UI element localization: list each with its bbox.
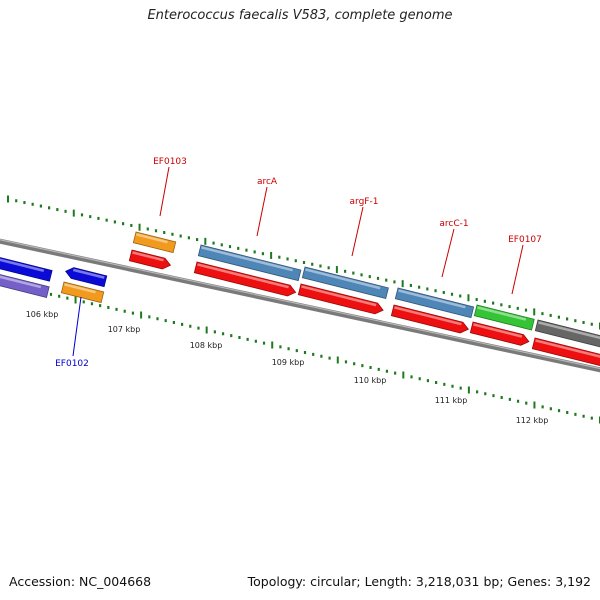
accession-text: Accession: NC_004668 — [9, 574, 152, 589]
feature-track — [0, 231, 600, 369]
backbone-line — [0, 238, 600, 373]
gene-feature-fwd-red-1[interactable] — [128, 249, 172, 271]
backbone-highlight — [0, 239, 600, 370]
gene-feature-fwd-steel-1[interactable] — [197, 244, 302, 282]
gene-feature-fwd-green[interactable] — [473, 304, 535, 331]
gene-feature-fwd-orange[interactable] — [132, 231, 177, 254]
gene-label[interactable]: arcC-1 — [439, 219, 468, 229]
gene-feature-highlight — [535, 339, 600, 359]
gene-label[interactable]: arcA — [257, 177, 278, 187]
gene-feature-highlight — [305, 268, 381, 290]
gene-label-leader — [72, 296, 82, 357]
gene-label[interactable]: EF0103 — [153, 157, 187, 167]
gene-feature-body — [531, 337, 600, 369]
gene-feature-fwd-red-5[interactable] — [469, 321, 530, 347]
gene-feature-highlight — [477, 306, 527, 321]
gene-feature-fwd-red-4[interactable] — [390, 304, 469, 335]
gene-feature-fwd-red-6[interactable] — [531, 337, 600, 369]
gene-feature-highlight — [72, 268, 105, 279]
gene-label[interactable]: argF-1 — [350, 197, 379, 207]
gene-feature-body — [473, 304, 535, 331]
gene-feature-body — [65, 267, 108, 288]
gene-feature-body — [60, 281, 105, 304]
genome-summary: Topology: circular; Length: 3,218,031 bp… — [247, 574, 591, 589]
gene-feature-highlight — [538, 321, 600, 341]
gene-feature-fwd-steel-3[interactable] — [394, 287, 475, 319]
scale-label: 111 kbp — [435, 396, 468, 405]
gene-feature-highlight — [398, 289, 466, 309]
gene-feature-body — [197, 244, 302, 282]
outer-tick-track — [7, 195, 600, 330]
gene-feature-body — [469, 321, 530, 346]
gene-label-leader — [441, 228, 455, 278]
gene-feature-highlight — [0, 273, 42, 289]
gene-feature-body — [301, 266, 389, 300]
gene-feature-fwd-red-2[interactable] — [193, 261, 297, 298]
gene-feature-rev-orange[interactable] — [60, 281, 105, 304]
gene-feature-body — [534, 319, 600, 351]
gene-feature-rev-purple[interactable] — [0, 271, 50, 298]
scale-label: 107 kbp — [108, 325, 141, 334]
gene-feature-highlight — [64, 283, 96, 294]
gene-feature-fwd-red-3[interactable] — [297, 283, 384, 316]
gene-feature-rev-blue-2[interactable] — [64, 266, 108, 288]
scale-label: 108 kbp — [190, 341, 223, 350]
scale-label: 110 kbp — [354, 376, 387, 385]
gene-feature-body — [193, 261, 297, 297]
gene-feature-body — [132, 231, 177, 254]
gene-feature-highlight — [0, 256, 45, 272]
gene-label[interactable]: EF0102 — [55, 359, 89, 369]
gene-label-leader — [159, 166, 170, 217]
gene-label[interactable]: EF0107 — [508, 235, 542, 245]
map-title: Enterococcus faecalis V583, complete gen… — [147, 8, 453, 23]
gene-feature-highlight — [197, 263, 289, 289]
gene-feature-rev-blue-1[interactable] — [0, 254, 53, 282]
genome-backbone — [0, 238, 600, 373]
gene-feature-highlight — [136, 233, 168, 244]
gene-feature-highlight — [132, 251, 164, 262]
gene-feature-highlight — [473, 323, 523, 338]
gene-feature-fwd-steel-2[interactable] — [301, 266, 389, 300]
gene-feature-body — [0, 254, 53, 282]
gene-label-leader — [256, 186, 268, 237]
gene-label-layer: EF0103 arcA argF-1 arcC-1 EF0107 EF0102 — [55, 157, 542, 369]
scale-label: 109 kbp — [272, 358, 305, 367]
gene-feature-fwd-gray[interactable] — [534, 319, 600, 351]
scale-label-layer: 106 kbp 107 kbp 108 kbp 109 kbp 110 kbp 111 k… — [26, 310, 549, 425]
gene-feature-body — [0, 271, 50, 298]
gene-feature-highlight — [301, 285, 377, 307]
gene-label-leader — [351, 206, 364, 257]
scale-label: 106 kbp — [26, 310, 59, 319]
gene-feature-body — [390, 304, 469, 334]
gene-feature-body — [128, 249, 172, 270]
gene-label-leader — [511, 244, 524, 295]
gene-feature-highlight — [201, 246, 293, 272]
gene-feature-body — [394, 287, 475, 319]
gene-feature-highlight — [394, 306, 462, 326]
scale-label: 112 kbp — [516, 416, 549, 425]
gene-feature-body — [297, 283, 384, 315]
